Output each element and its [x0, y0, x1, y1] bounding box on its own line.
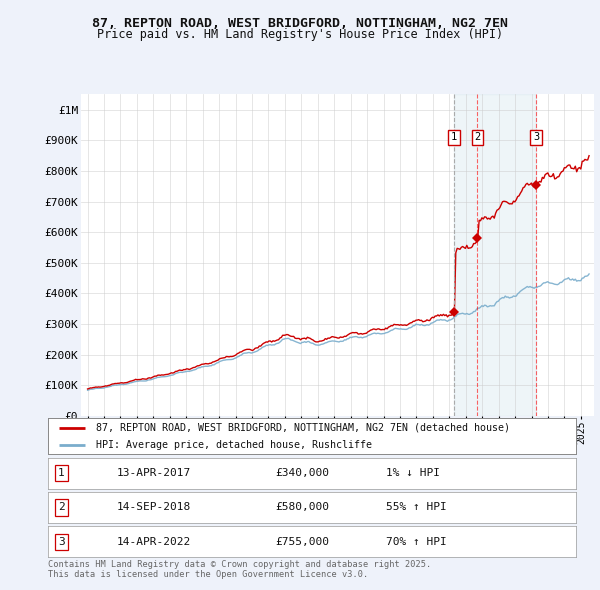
Text: HPI: Average price, detached house, Rushcliffe: HPI: Average price, detached house, Rush… — [95, 440, 371, 450]
Text: 2: 2 — [474, 132, 481, 142]
Text: 1% ↓ HPI: 1% ↓ HPI — [386, 468, 440, 478]
Text: 2: 2 — [58, 503, 65, 512]
Bar — [454, 94, 536, 416]
Text: 87, REPTON ROAD, WEST BRIDGFORD, NOTTINGHAM, NG2 7EN: 87, REPTON ROAD, WEST BRIDGFORD, NOTTING… — [92, 17, 508, 30]
Text: 13-APR-2017: 13-APR-2017 — [116, 468, 191, 478]
Text: 3: 3 — [533, 132, 539, 142]
Text: £755,000: £755,000 — [275, 537, 329, 546]
Text: 3: 3 — [58, 537, 65, 546]
Text: 87, REPTON ROAD, WEST BRIDGFORD, NOTTINGHAM, NG2 7EN (detached house): 87, REPTON ROAD, WEST BRIDGFORD, NOTTING… — [95, 423, 509, 433]
Text: 70% ↑ HPI: 70% ↑ HPI — [386, 537, 446, 546]
Text: 1: 1 — [451, 132, 457, 142]
Text: Price paid vs. HM Land Registry's House Price Index (HPI): Price paid vs. HM Land Registry's House … — [97, 28, 503, 41]
Text: 55% ↑ HPI: 55% ↑ HPI — [386, 503, 446, 512]
Text: 14-APR-2022: 14-APR-2022 — [116, 537, 191, 546]
Text: Contains HM Land Registry data © Crown copyright and database right 2025.
This d: Contains HM Land Registry data © Crown c… — [48, 560, 431, 579]
Text: 14-SEP-2018: 14-SEP-2018 — [116, 503, 191, 512]
Text: £580,000: £580,000 — [275, 503, 329, 512]
Text: 1: 1 — [58, 468, 65, 478]
Text: £340,000: £340,000 — [275, 468, 329, 478]
